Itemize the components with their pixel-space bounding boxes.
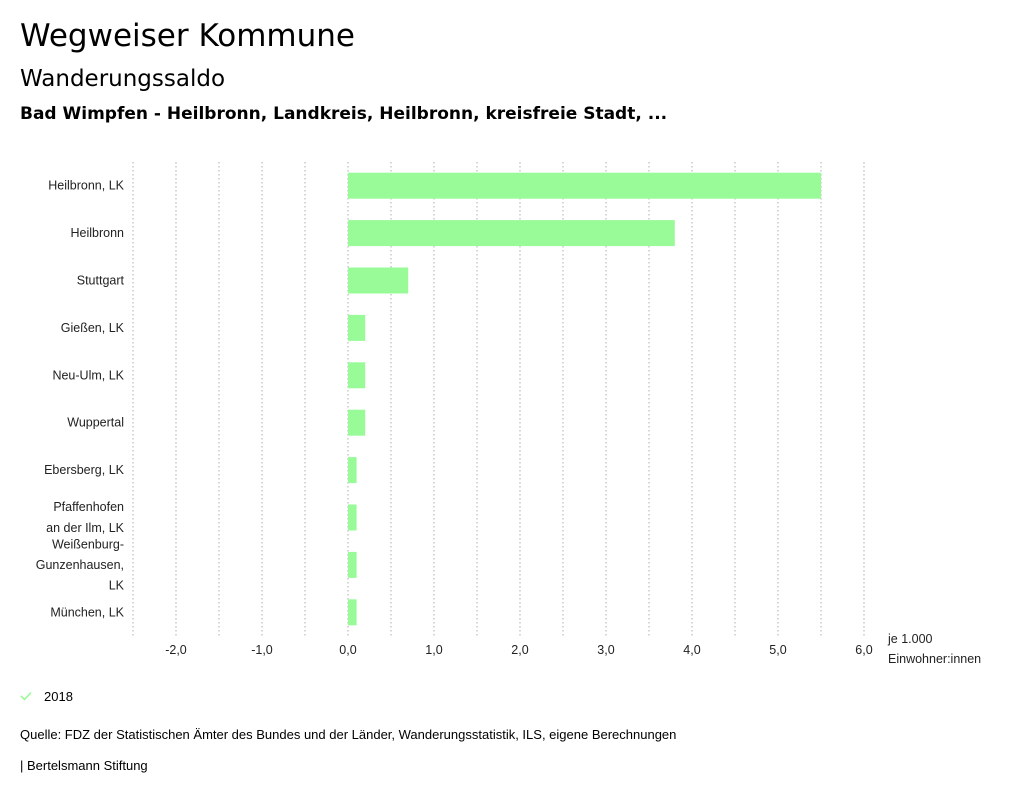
bar [348,172,821,199]
source-note: Quelle: FDZ der Statistischen Ämter des … [20,727,677,742]
x-tick-label: 0,0 [339,643,356,657]
category-label: Weißenburg- [52,537,124,551]
bar [348,599,357,626]
category-label: Neu-Ulm, LK [52,368,124,382]
region-label: Bad Wimpfen - Heilbronn, Landkreis, Heil… [20,104,668,124]
category-label: Ebersberg, LK [44,463,125,477]
x-tick-label: 3,0 [597,643,614,657]
bar-chart: Heilbronn, LK Heilbronn Stuttgart Gießen, L… [36,162,981,666]
x-tick-label: 5,0 [769,643,786,657]
category-label: Pfaffenhofen [53,500,124,514]
x-tick-label: 4,0 [683,643,700,657]
x-axis-label: Einwohner:innen [888,652,981,666]
bar [348,314,366,341]
category-label: Stuttgart [77,274,125,288]
x-tick-label: 1,0 [425,643,442,657]
page-title: Wegweiser Kommune [20,18,355,54]
legend-label: 2018 [44,688,73,704]
category-label: Gunzenhausen, [36,558,124,572]
legend[interactable]: 2018 [20,686,73,706]
bar [348,409,366,436]
check-icon [20,691,32,701]
category-label: München, LK [50,605,124,619]
chart-subtitle: Wanderungssaldo [20,66,226,92]
category-label: LK [109,578,125,592]
category-label: an der Ilm, LK [46,521,124,535]
brand-label: | Bertelsmann Stiftung [20,758,148,773]
bar [348,220,675,247]
category-label: Heilbronn, LK [48,179,124,193]
bar [348,551,357,578]
bar [348,267,409,294]
x-tick-label: -1,0 [251,643,273,657]
bar [348,457,357,484]
bar [348,504,357,531]
category-label: Wuppertal [67,416,124,430]
x-tick-label: 6,0 [855,643,872,657]
category-label: Gießen, LK [61,321,125,335]
x-tick-label: -2,0 [165,643,187,657]
bar [348,362,366,389]
x-tick-label: 2,0 [511,643,528,657]
category-label: Heilbronn [70,226,124,240]
x-axis-label: je 1.000 [887,632,933,646]
